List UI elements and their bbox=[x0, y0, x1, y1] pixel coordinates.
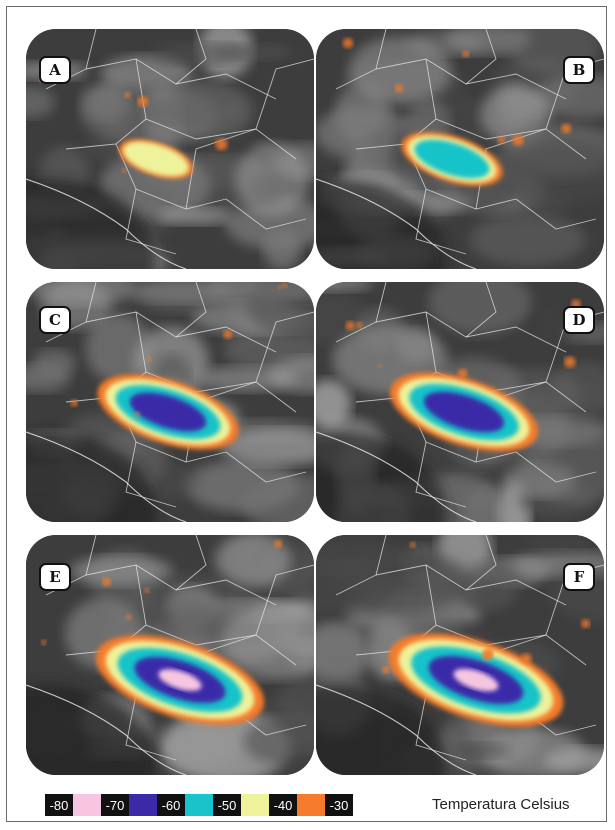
panel-label-e: E bbox=[39, 563, 71, 591]
panel-label-f: F bbox=[563, 563, 595, 591]
satellite-panel-b: B bbox=[316, 29, 604, 269]
legend-value: -70 bbox=[101, 794, 129, 816]
legend-value: -80 bbox=[45, 794, 73, 816]
legend-swatch bbox=[241, 794, 269, 816]
satellite-panel-f: F bbox=[316, 535, 604, 775]
legend-swatch bbox=[185, 794, 213, 816]
panel-label-b: B bbox=[563, 56, 595, 84]
legend-swatch bbox=[297, 794, 325, 816]
legend-value: -50 bbox=[213, 794, 241, 816]
satellite-panel-e: E bbox=[26, 535, 314, 775]
legend-value: -40 bbox=[269, 794, 297, 816]
legend-swatch bbox=[129, 794, 157, 816]
legend-swatch bbox=[73, 794, 101, 816]
panel-label-d: D bbox=[563, 306, 595, 334]
legend-value: -60 bbox=[157, 794, 185, 816]
panel-label-a: A bbox=[39, 56, 71, 84]
legend-title: Temperatura Celsius bbox=[432, 796, 570, 813]
satellite-panel-d: D bbox=[316, 282, 604, 522]
legend-value: -30 bbox=[325, 794, 353, 816]
temperature-legend: -80 -70 -60 -50 -40 -30 bbox=[45, 792, 353, 818]
satellite-panel-c: C bbox=[26, 282, 314, 522]
panel-label-c: C bbox=[39, 306, 71, 334]
satellite-panel-a: A bbox=[26, 29, 314, 269]
